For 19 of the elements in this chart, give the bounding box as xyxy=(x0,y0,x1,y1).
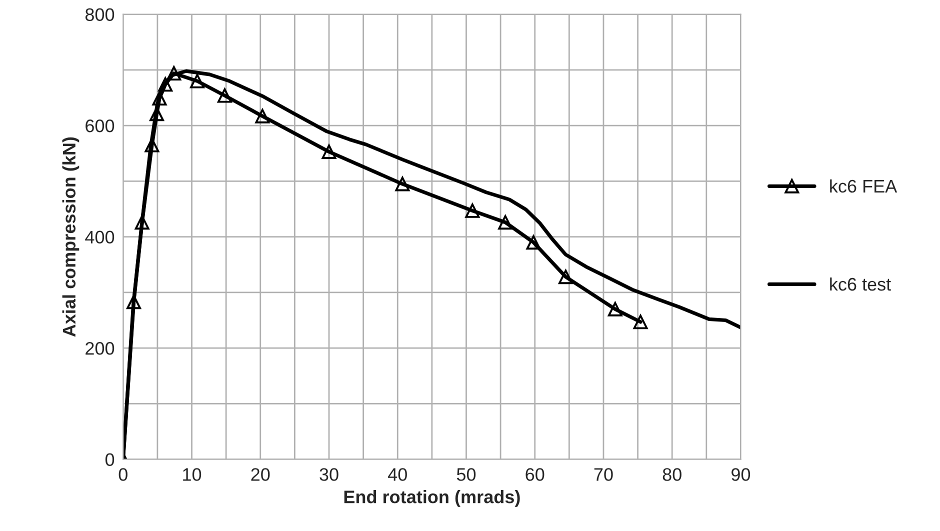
x-tick-label: 30 xyxy=(320,468,338,481)
x-tick-label: 20 xyxy=(251,468,270,481)
y-axis-title: Axial compression (kN) xyxy=(62,137,80,337)
x-tick-label: 0 xyxy=(118,468,128,481)
x-axis-title: End rotation (mrads) xyxy=(344,490,520,507)
x-tick-label: 50 xyxy=(456,468,476,481)
y-tick-label: 200 xyxy=(86,342,114,355)
y-tick-label: 0 xyxy=(105,453,114,466)
y-tick-label: 800 xyxy=(85,8,114,22)
x-tick-label: 10 xyxy=(183,468,202,481)
y-tick-label: 400 xyxy=(85,230,114,244)
x-tick-label: 80 xyxy=(662,468,682,481)
legend-label: kc6 test xyxy=(830,277,891,291)
x-tick-label: 60 xyxy=(526,468,544,481)
x-tick-label: 40 xyxy=(388,468,407,481)
legend-label: kc6 FEA xyxy=(830,179,898,193)
x-tick-label: 90 xyxy=(732,468,750,481)
x-tick-label: 70 xyxy=(594,468,613,481)
y-tick-label: 600 xyxy=(86,120,114,132)
